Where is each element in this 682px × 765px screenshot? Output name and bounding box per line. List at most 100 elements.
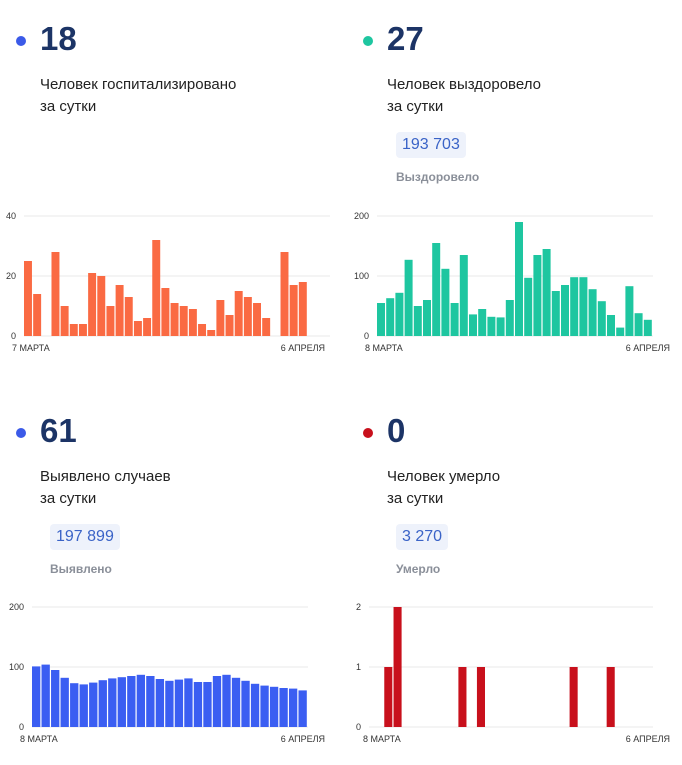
x-start-label: 7 МАРТА <box>12 343 50 353</box>
panel-cases: 61 Выявлено случаев за сутки 197 899 Выя… <box>0 392 330 762</box>
bar <box>423 300 431 336</box>
bar <box>198 324 207 336</box>
bar <box>32 666 41 727</box>
y-tick-label: 100 <box>354 271 369 281</box>
bar <box>524 277 533 336</box>
bar <box>288 688 298 727</box>
y-tick-label: 100 <box>9 662 24 672</box>
panel-deaths: 0 Человек умерло за сутки 3 270 Умерло 2… <box>345 392 675 762</box>
bar-chart-recovered: 200 100 0 8 МАРТА 6 АПРЕЛЯ <box>354 211 670 353</box>
bar <box>253 303 261 336</box>
x-end-label: 6 АПРЕЛЯ <box>281 734 325 744</box>
legend-dot-icon <box>16 36 26 46</box>
x-end-label: 6 АПРЕЛЯ <box>626 343 670 353</box>
bar <box>108 678 117 727</box>
description: Выявлено случаев за сутки <box>40 466 171 510</box>
bar <box>458 667 467 727</box>
bar <box>279 688 288 727</box>
description-line2: за сутки <box>40 98 97 115</box>
bar <box>569 667 578 727</box>
bar <box>386 298 395 336</box>
y-tick-label: 200 <box>9 602 24 612</box>
bar <box>79 684 88 727</box>
panel-hospitalized: 18 Человек госпитализировано за сутки 40… <box>0 0 330 370</box>
bar <box>260 685 269 727</box>
bar <box>289 285 298 336</box>
x-end-label: 6 АПРЕЛЯ <box>281 343 325 353</box>
description-line1: Человек госпитализировано <box>40 76 237 93</box>
y-tick-label: 0 <box>11 331 16 341</box>
x-start-label: 8 МАРТА <box>20 734 58 744</box>
bar <box>133 321 142 336</box>
bar <box>551 291 560 336</box>
bar <box>234 291 243 336</box>
bar <box>561 285 569 336</box>
bar <box>33 294 42 336</box>
description-line1: Человек выздоровело <box>387 76 541 93</box>
bar <box>250 683 260 727</box>
daily-value: 0 <box>387 412 406 449</box>
total-badge: 197 899 <box>50 524 120 550</box>
bar <box>643 319 652 336</box>
y-tick-label: 0 <box>356 722 361 732</box>
y-tick-label: 1 <box>356 662 361 672</box>
bar <box>222 674 231 727</box>
total-label: Выздоровело <box>396 170 480 184</box>
total-label: Выявлено <box>50 562 112 576</box>
x-start-label: 8 МАРТА <box>363 734 401 744</box>
bar <box>476 667 485 727</box>
bar <box>216 300 225 336</box>
bar <box>174 679 184 727</box>
bar <box>262 318 271 336</box>
legend-dot-icon <box>16 428 26 438</box>
bar <box>616 327 625 336</box>
total-label: Умерло <box>396 562 441 576</box>
bar <box>384 667 393 727</box>
description: Человек умерло за сутки <box>387 466 500 510</box>
bar <box>161 288 170 336</box>
description-line2: за сутки <box>40 490 97 507</box>
y-tick-label: 200 <box>354 211 369 221</box>
bar <box>597 301 606 336</box>
bar <box>377 303 385 336</box>
bar <box>165 680 174 727</box>
bar <box>269 686 279 727</box>
daily-value: 27 <box>387 20 424 57</box>
bar <box>588 289 597 336</box>
bar <box>606 667 615 727</box>
bar <box>441 268 450 336</box>
bar <box>70 683 79 727</box>
bar <box>496 317 505 336</box>
bar <box>579 277 588 336</box>
x-start-label: 8 МАРТА <box>365 343 403 353</box>
total-badge: 3 270 <box>396 524 449 550</box>
bar-chart-hospitalized: 40 20 0 7 МАРТА 6 АПРЕЛЯ <box>6 211 330 353</box>
description: Человек госпитализировано за сутки <box>40 74 236 118</box>
bar <box>51 670 60 727</box>
description: Человек выздоровело за сутки <box>387 74 541 118</box>
description-line1: Выявлено случаев <box>40 468 171 485</box>
y-tick-label: 0 <box>364 331 369 341</box>
bar <box>155 679 165 727</box>
description-line2: за сутки <box>387 98 444 115</box>
bar <box>393 607 402 727</box>
bar <box>625 286 634 336</box>
bar <box>179 306 188 336</box>
bar <box>78 324 87 336</box>
description-line2: за сутки <box>387 490 444 507</box>
total-badge: 193 703 <box>396 132 466 158</box>
bar <box>241 680 250 727</box>
daily-value: 61 <box>40 412 77 449</box>
bar <box>97 276 106 336</box>
bar <box>51 252 60 336</box>
bar <box>450 303 459 336</box>
bar <box>243 297 252 336</box>
legend-dot-icon <box>363 428 373 438</box>
bar <box>298 282 307 336</box>
bar <box>152 240 161 336</box>
bar <box>505 300 514 336</box>
bar <box>225 315 234 336</box>
y-tick-label: 20 <box>6 271 16 281</box>
bar <box>24 261 32 336</box>
bar <box>117 677 126 727</box>
